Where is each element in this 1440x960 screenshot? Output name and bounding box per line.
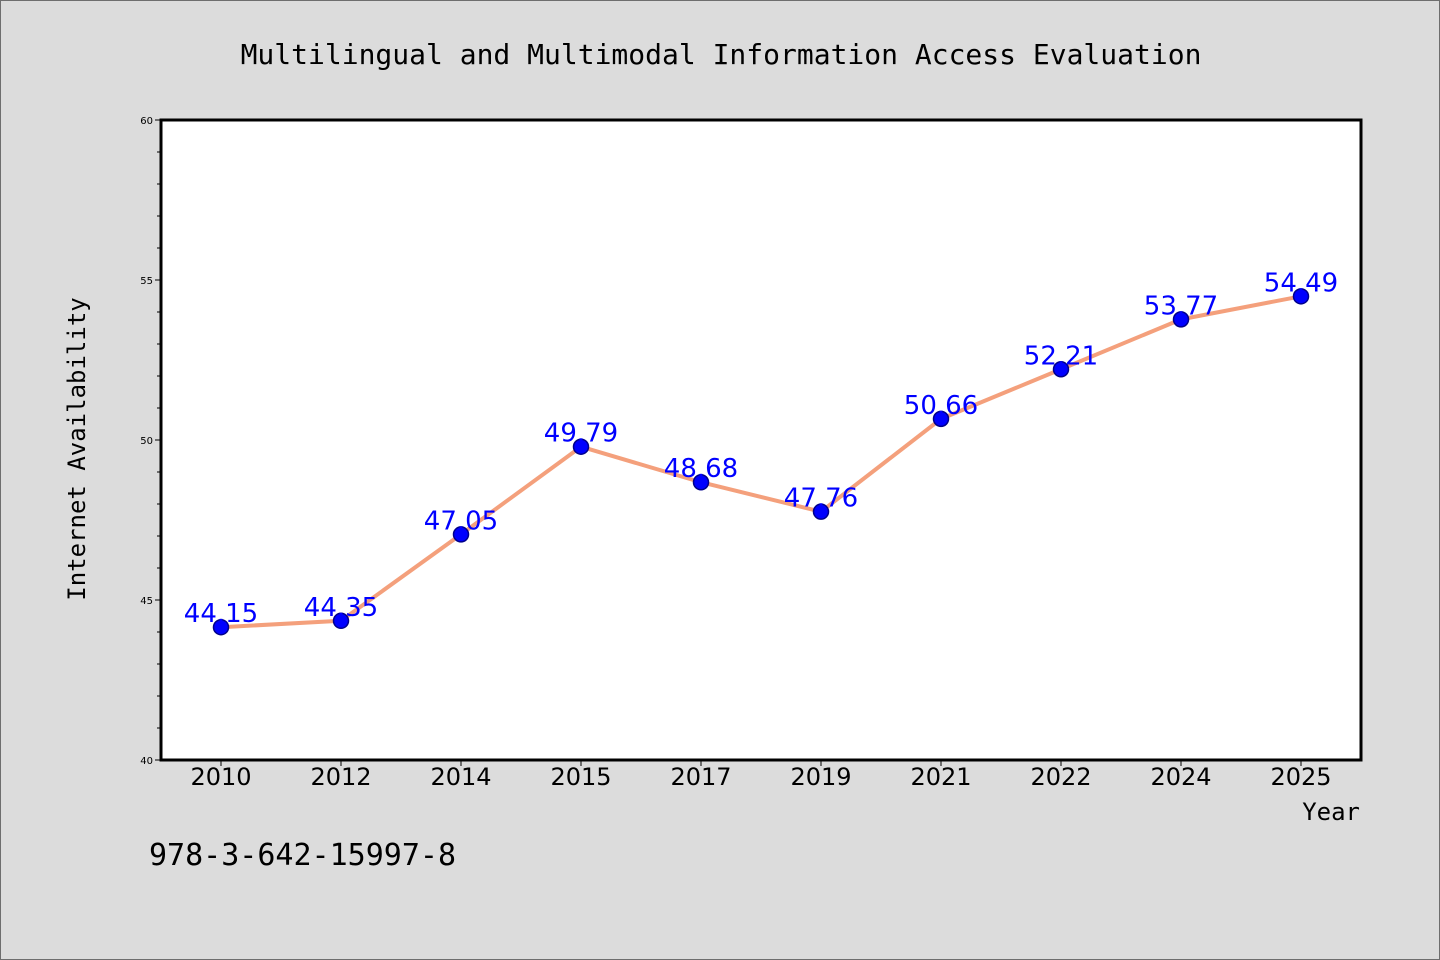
x-axis: 2010 2012 2014 2015 2017 2019 2021 2022 2024 2025 [190, 760, 1332, 791]
x-axis-label: Year [1302, 798, 1360, 826]
data-point [1052, 361, 1070, 378]
data-point [1292, 288, 1310, 305]
isbn-annotation: 978-3-642-15997-8 [149, 838, 456, 873]
y-tick-label: 55 [140, 276, 153, 287]
data-label: 52.21 [1024, 341, 1098, 371]
x-tick-label: 2014 [430, 763, 491, 791]
data-point [572, 438, 590, 455]
data-label: 44.15 [184, 599, 258, 629]
data-label: 47.76 [784, 484, 858, 514]
series-line [219, 294, 1303, 630]
x-tick-label: 2015 [550, 763, 611, 791]
chart-title: Multilingual and Multimodal Information … [241, 38, 1202, 71]
data-label: 49.79 [544, 419, 618, 449]
data-label: 47.05 [424, 506, 498, 536]
x-tick-label: 2012 [310, 763, 371, 791]
data-label: 50.66 [904, 391, 978, 421]
data-label: 44.35 [304, 593, 378, 623]
data-point [212, 618, 230, 636]
x-tick-label: 2019 [790, 763, 851, 791]
x-tick-label: 2021 [910, 763, 971, 791]
data-point [692, 473, 710, 491]
x-tick-label: 2024 [1150, 763, 1211, 791]
data-label: 54.49 [1264, 268, 1338, 298]
series-group: 44.15 44.35 47.05 49.79 48.68 47.76 50.66 52.21… [184, 268, 1338, 636]
plot-area [159, 118, 1363, 762]
y-axis-label: Internet Availability [63, 297, 91, 600]
data-point [932, 410, 950, 428]
data-label: 48.68 [664, 454, 738, 484]
x-tick-label: 2017 [670, 763, 731, 791]
data-point [1172, 311, 1190, 328]
y-axis: 40 45 50 55 60 [140, 116, 161, 767]
data-point [812, 503, 830, 520]
x-tick-label: 2022 [1030, 763, 1091, 791]
x-tick-label: 2010 [190, 763, 251, 791]
y-tick-label: 40 [140, 756, 153, 767]
data-point [332, 612, 350, 630]
y-tick-label: 45 [140, 596, 153, 607]
y-tick-label: 60 [140, 116, 153, 127]
x-tick-label: 2025 [1270, 763, 1331, 791]
y-tick-label: 50 [140, 436, 153, 447]
data-point [452, 526, 470, 543]
data-label: 53.77 [1144, 291, 1218, 321]
